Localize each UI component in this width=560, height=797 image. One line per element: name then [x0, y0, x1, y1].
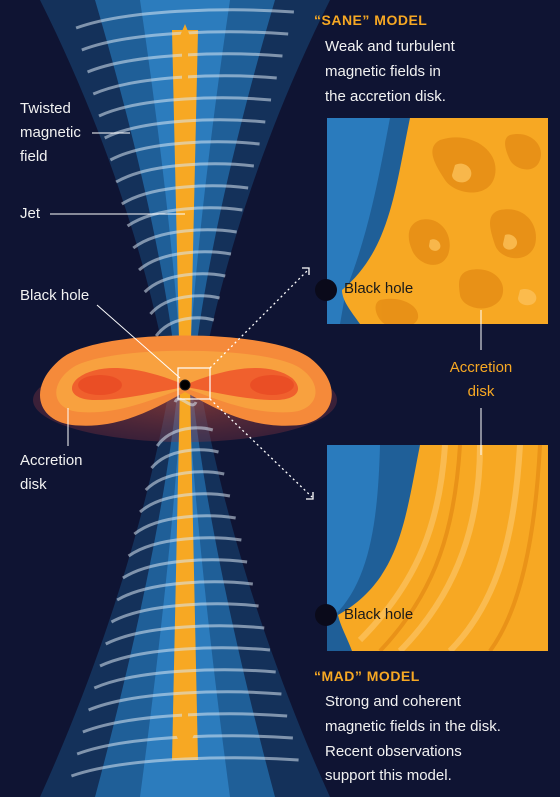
sane-desc-line-1: Weak and turbulent	[325, 38, 455, 55]
field-loop	[121, 184, 249, 206]
field-loop	[98, 96, 272, 118]
field-loop	[155, 426, 214, 447]
field-loop	[143, 272, 226, 294]
arrow-up-icon	[175, 24, 195, 80]
label-black-hole: Black hole	[20, 287, 90, 304]
mad-model-title: “MAD” MODEL	[314, 668, 420, 684]
mad-panel	[327, 445, 548, 651]
field-loop	[138, 250, 232, 272]
mad-black-hole-label: Black hole	[344, 606, 414, 623]
label-jet: Jet	[20, 205, 41, 222]
field-loop	[75, 8, 295, 30]
mad-black-hole	[315, 604, 337, 626]
sane-desc-line-2: magnetic fields in	[325, 63, 441, 80]
sane-black-hole-label: Black hole	[344, 280, 414, 297]
mad-desc-line-1: Strong and coherent	[325, 693, 461, 710]
field-loop	[115, 162, 255, 184]
twisted-magnetic-field	[70, 8, 299, 778]
field-loop	[144, 470, 225, 492]
field-loop	[110, 602, 259, 624]
field-loop	[116, 580, 253, 602]
field-loop	[132, 228, 237, 250]
zoom-box	[177, 367, 211, 400]
field-loop	[133, 514, 236, 536]
mad-desc-line-4: support this model.	[325, 767, 452, 784]
sane-panel	[327, 118, 548, 324]
field-loop	[150, 448, 219, 470]
field-loop	[149, 294, 220, 316]
field-loop	[139, 492, 231, 514]
accretion-disk	[39, 335, 332, 426]
sane-black-hole	[315, 279, 337, 301]
connector-arrowheads	[302, 267, 314, 500]
jet-beam	[172, 30, 198, 760]
leader-lines	[50, 132, 185, 446]
field-loop	[88, 690, 282, 712]
black-hole	[179, 379, 191, 391]
arrow-down-icon	[175, 700, 195, 756]
mad-desc-line-3: Recent observations	[325, 743, 462, 760]
field-loop	[70, 756, 299, 778]
field-twist	[173, 397, 198, 407]
label-accretion-line-1: Accretion	[20, 452, 83, 469]
field-loop	[122, 558, 248, 580]
label-twisted-line-3: field	[20, 148, 48, 165]
field-loop	[99, 646, 271, 668]
accretion-label-right-line-2: disk	[467, 383, 495, 400]
zoom-connectors	[209, 269, 313, 498]
sane-desc-line-3: the accretion disk.	[325, 88, 446, 105]
field-loop	[126, 206, 243, 228]
accretion-label-right-line-1: Accretion	[449, 359, 513, 376]
field-loop	[154, 316, 215, 337]
label-twisted-line-1: Twisted	[20, 100, 71, 117]
mad-desc-line-2: magnetic fields in the disk.	[325, 718, 501, 735]
sane-model-title: “SANE” MODEL	[314, 12, 428, 28]
field-loop	[93, 668, 276, 690]
field-loop	[104, 118, 266, 140]
label-accretion-line-2: disk	[20, 476, 47, 493]
field-loop	[105, 624, 265, 646]
field-loop	[127, 536, 242, 558]
label-twisted-line-2: magnetic	[20, 124, 81, 141]
field-loop	[109, 140, 260, 162]
